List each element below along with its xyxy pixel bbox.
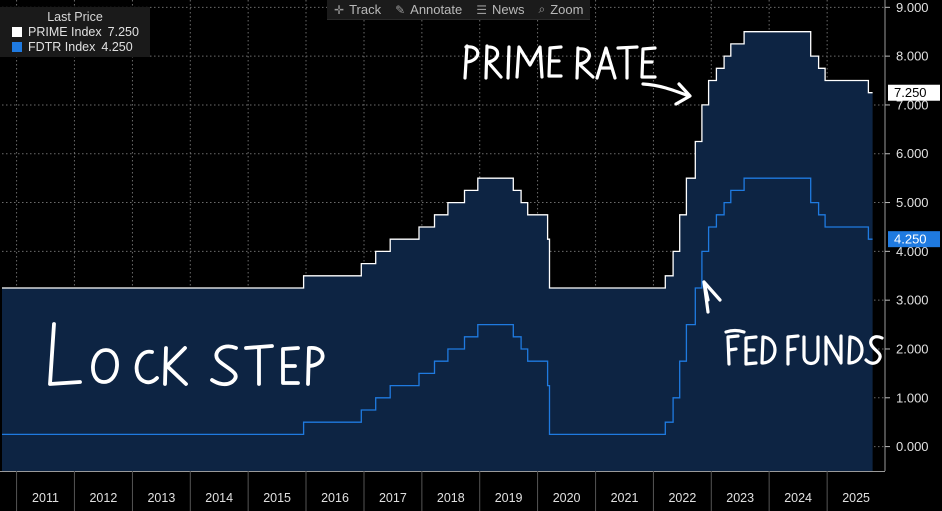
pencil-icon: ✎ bbox=[395, 2, 406, 17]
x-tick-label: 2014 bbox=[205, 491, 233, 505]
x-axis: 2011 2012 2013 2014 2015 2016 2017 2018 2019 2020… bbox=[0, 471, 885, 511]
last-price-labels: 7.250 4.250 bbox=[888, 84, 940, 248]
last-price-value: 4.250 bbox=[894, 232, 927, 247]
legend-entry-name: PRIME Index bbox=[28, 25, 102, 39]
annotate-button[interactable]: ✎ Annotate bbox=[388, 0, 469, 19]
x-tick-label: 2011 bbox=[32, 491, 59, 505]
x-tick-label: 2018 bbox=[437, 491, 465, 505]
last-price-value: 7.250 bbox=[894, 85, 927, 100]
last-price-badge-prime bbox=[888, 84, 940, 101]
x-tick-label: 2020 bbox=[553, 491, 581, 505]
legend-entry-prime[interactable]: PRIME Index 7.250 bbox=[12, 25, 150, 39]
x-tick-label: 2015 bbox=[263, 491, 291, 505]
track-button[interactable]: ✛ Track bbox=[327, 0, 388, 19]
x-tick-label: 2017 bbox=[379, 491, 407, 505]
y-tick-label: 6.000 bbox=[896, 146, 929, 161]
x-tick-label: 2012 bbox=[89, 491, 117, 505]
x-tick-label: 2025 bbox=[842, 491, 870, 505]
track-label: Track bbox=[349, 2, 382, 17]
x-tick-label: 2021 bbox=[611, 491, 639, 505]
legend-entry-fdtr[interactable]: FDTR Index 4.250 bbox=[12, 40, 150, 54]
legend-title: Last Price bbox=[47, 10, 103, 24]
x-tick-label: 2023 bbox=[726, 491, 754, 505]
y-tick-label: 9.000 bbox=[896, 0, 929, 15]
y-tick-label: 0.000 bbox=[896, 439, 929, 454]
x-tick-label: 2022 bbox=[668, 491, 696, 505]
crosshair-icon: ✛ bbox=[334, 2, 345, 17]
zoom-button[interactable]: ⌕ Zoom bbox=[531, 0, 590, 19]
zoom-label: Zoom bbox=[550, 2, 584, 17]
x-tick-label: 2016 bbox=[321, 491, 349, 505]
x-tick-label: 2019 bbox=[495, 491, 523, 505]
series-line-fdtr bbox=[2, 177, 873, 436]
legend: Last Price PRIME Index 7.250 FDTR Index … bbox=[0, 7, 150, 57]
toolbar: ✛ Track ✎ Annotate ☰ News ⌕ Zoom bbox=[327, 0, 591, 20]
legend-entry-value: 4.250 bbox=[101, 40, 133, 54]
x-tick-label: 2024 bbox=[784, 491, 812, 505]
y-tick-label: 5.000 bbox=[896, 195, 929, 210]
y-tick-label: 8.000 bbox=[896, 49, 929, 64]
y-tick-label: 3.000 bbox=[896, 293, 929, 308]
last-price-badge-fdtr bbox=[888, 231, 940, 248]
fdtr-swatch bbox=[12, 42, 22, 52]
series-line-prime bbox=[2, 31, 873, 289]
y-tick-label: 7.000 bbox=[896, 97, 929, 112]
magnifier-icon: ⌕ bbox=[538, 2, 546, 16]
annotate-label: Annotate bbox=[410, 2, 463, 17]
news-icon: ☰ bbox=[476, 2, 487, 17]
y-axis: 0.000 1.000 2.000 3.000 4.000 5.000 6.000 7.000… bbox=[884, 0, 929, 471]
news-button[interactable]: ☰ News bbox=[469, 0, 531, 19]
prime-swatch bbox=[12, 27, 22, 37]
legend-entry-name: FDTR Index bbox=[28, 40, 96, 54]
x-tick-label: 2013 bbox=[147, 491, 175, 505]
y-tick-label: 1.000 bbox=[896, 390, 929, 405]
news-label: News bbox=[491, 2, 525, 17]
y-tick-label: 4.000 bbox=[896, 244, 929, 259]
y-tick-label: 2.000 bbox=[896, 341, 929, 356]
legend-entry-value: 7.250 bbox=[107, 25, 139, 39]
